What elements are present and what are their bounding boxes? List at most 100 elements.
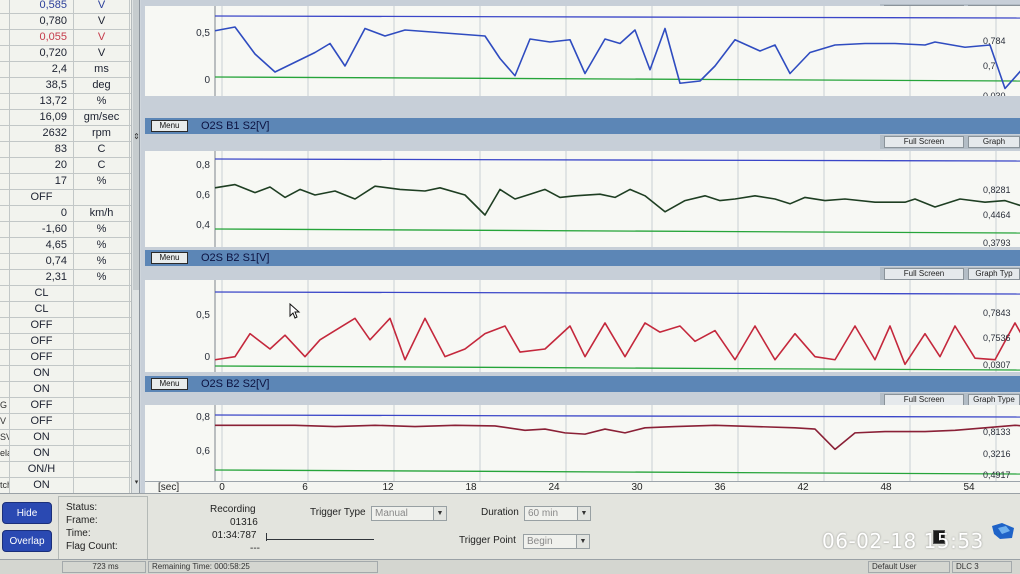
table-row[interactable]: 2,31% — [0, 270, 139, 286]
graph-menu-button[interactable]: Menu — [151, 252, 188, 264]
table-row[interactable]: CL — [0, 302, 139, 318]
table-row[interactable]: ON — [0, 366, 139, 382]
table-row[interactable]: OFF — [0, 318, 139, 334]
graph-type-button[interactable]: Graph Typ — [968, 268, 1020, 280]
table-scrollbar[interactable]: ⇕ ▾ — [131, 0, 140, 493]
graph-type-button[interactable]: Graph — [968, 136, 1020, 148]
y-tick-label: 0,6 — [196, 446, 210, 457]
scrollbar-thumb[interactable] — [133, 0, 139, 290]
row-value: 38,5 — [10, 78, 74, 93]
table-row[interactable]: ON — [0, 382, 139, 398]
row-label — [0, 206, 10, 221]
progress-track — [266, 539, 374, 540]
row-value: 16,09 — [10, 110, 74, 125]
full-screen-button[interactable]: Full Screen — [884, 136, 964, 148]
table-row[interactable]: 13,72% — [0, 94, 139, 110]
row-value: 0 — [10, 206, 74, 221]
table-row[interactable]: SV1ON — [0, 430, 139, 446]
table-row[interactable]: tchON — [0, 478, 139, 493]
row-value: OFF — [10, 190, 74, 205]
row-unit: ms — [74, 62, 130, 77]
row-value: ON — [10, 478, 74, 493]
table-row[interactable]: 2632 rpm — [0, 126, 139, 142]
scroll-down-icon[interactable]: ▾ — [134, 479, 139, 486]
row-label — [0, 94, 10, 109]
frame-time-readout: 723 ms — [62, 561, 146, 573]
cursor-readout: 0,0307 — [983, 360, 1011, 370]
graph-plot-area[interactable]: 0,8 0,6 0,4 0,8281 0,4464 0,3793 — [145, 151, 1020, 247]
table-row[interactable]: -1,60% — [0, 222, 139, 238]
graph-plot-area[interactable]: 0,8 0,6 0,8133 0,3216 0,4917 — [145, 405, 1020, 481]
row-unit: V — [74, 30, 130, 45]
graph-plot-area[interactable]: 0,5 0 0,7843 0,7536 0,0307 — [145, 280, 1020, 372]
row-unit: V — [74, 0, 130, 13]
row-unit: C — [74, 158, 130, 173]
row-value: -1,60 — [10, 222, 74, 237]
cursor-readout: 0,8133 — [983, 427, 1011, 437]
chevron-down-icon[interactable]: ▼ — [577, 507, 590, 520]
table-row[interactable]: OFF — [0, 190, 139, 206]
graph-menu-button[interactable]: Menu — [151, 120, 188, 132]
frame-label: Frame: — [66, 515, 98, 526]
graph-title-bar: Menu O2S B2 S1[V] — [145, 250, 1020, 266]
row-value: ON — [10, 446, 74, 461]
table-row[interactable]: 0 km/h — [0, 206, 139, 222]
trigger-type-select[interactable]: Manual ▼ — [371, 506, 447, 521]
table-row[interactable]: CL — [0, 286, 139, 302]
trigger-type-label: Trigger Type — [310, 507, 366, 518]
full-screen-button[interactable]: Full Screen — [884, 268, 964, 280]
cursor-readout: 0,784 — [983, 36, 1006, 46]
overlap-button[interactable]: Overlap — [2, 530, 52, 552]
table-row[interactable]: 0,74% — [0, 254, 139, 270]
duration-select[interactable]: 60 min ▼ — [524, 506, 591, 521]
row-label — [0, 222, 10, 237]
graph-button-bar: Full Screen Graph Type — [880, 393, 1020, 407]
row-label — [0, 62, 10, 77]
row-label — [0, 142, 10, 157]
table-row[interactable]: 17% — [0, 174, 139, 190]
table-row[interactable]: 38,5 deg — [0, 78, 139, 94]
table-row[interactable]: 83 C — [0, 142, 139, 158]
table-row[interactable]: G OFF — [0, 398, 139, 414]
chevron-down-icon[interactable]: ▼ — [433, 507, 446, 520]
row-unit — [74, 302, 130, 317]
scroll-arrow-icon[interactable]: ⇕ — [133, 132, 140, 141]
row-unit: % — [74, 94, 130, 109]
table-row[interactable]: 4,65% — [0, 238, 139, 254]
cursor-readout: 0,4917 — [983, 470, 1011, 480]
trigger-point-select[interactable]: Begin ▼ — [523, 534, 590, 549]
table-row[interactable]: ON/H — [0, 462, 139, 478]
graph-menu-button[interactable]: Menu — [151, 378, 188, 390]
row-unit — [74, 382, 130, 397]
table-row[interactable]: 0,585 V — [0, 0, 139, 14]
x-axis: [sec] 0 6 12 18 24 30 36 42 48 54 — [145, 481, 1020, 493]
table-row[interactable]: 16,09 gm/sec — [0, 110, 139, 126]
table-row[interactable]: 0,055 V — [0, 30, 139, 46]
row-unit — [74, 366, 130, 381]
table-row[interactable]: 20 C — [0, 158, 139, 174]
table-row[interactable]: OFF — [0, 350, 139, 366]
graph-plot-area[interactable]: 0,5 0 0,784 0,7 0,030 — [145, 6, 1020, 96]
y-tick-label: 0,6 — [196, 190, 210, 201]
duration-value: 60 min — [528, 508, 559, 519]
table-row[interactable]: 0,780 V — [0, 14, 139, 30]
table-row[interactable]: OFF — [0, 334, 139, 350]
row-value: 83 — [10, 142, 74, 157]
graph-title: O2S B1 S2[V] — [201, 120, 270, 132]
hide-button[interactable]: Hide — [2, 502, 52, 524]
cursor-readout: 0,7536 — [983, 333, 1011, 343]
x-tick-label: 48 — [880, 482, 892, 493]
table-row[interactable]: 0,720 V — [0, 46, 139, 62]
table-row[interactable]: elayON — [0, 446, 139, 462]
row-label — [0, 366, 10, 381]
chevron-down-icon[interactable]: ▼ — [576, 535, 589, 548]
x-tick-label: 0 — [219, 482, 225, 493]
row-label — [0, 46, 10, 61]
cursor-readout: 0,030 — [983, 91, 1006, 96]
default-user-readout: Default User — [868, 561, 950, 573]
row-unit — [74, 190, 130, 205]
table-row[interactable]: 2,4 ms — [0, 62, 139, 78]
mouse-cursor-icon — [289, 303, 301, 319]
table-row[interactable]: V OFF — [0, 414, 139, 430]
